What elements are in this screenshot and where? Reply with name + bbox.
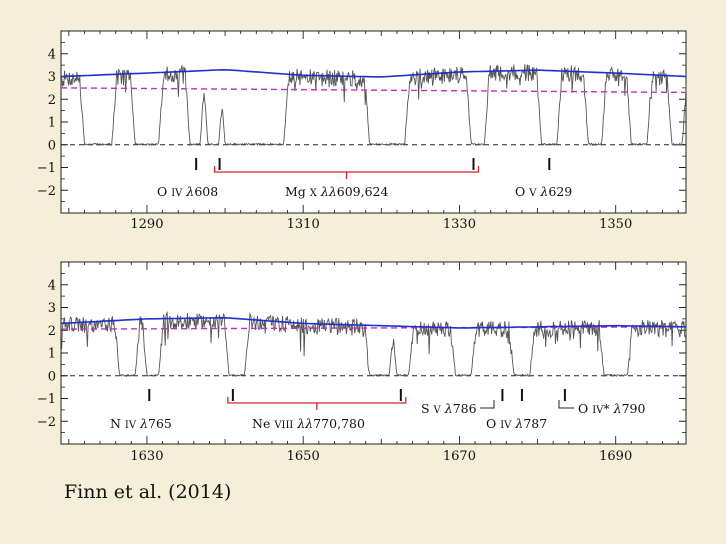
x-tick-label: 1650 [287, 449, 320, 464]
y-tick-label: 1 [48, 347, 56, 362]
label-n-iv-765: N IV λ765 [110, 416, 172, 431]
y-tick-label: −1 [37, 161, 56, 176]
annotations-bottom: N IV λ765 Ne VIII λλ770,780 S V λ786 O I… [110, 400, 645, 431]
x-tick-label: 1290 [130, 217, 163, 232]
figure-caption: Finn et al. (2014) [64, 481, 232, 503]
doublet-bracket [213, 166, 480, 179]
x-tick-label: 1630 [130, 449, 163, 464]
y-tick-label: −1 [37, 392, 56, 407]
y-tick-label: 3 [48, 301, 56, 316]
y-tick-label: −2 [37, 184, 56, 199]
label-mg-x-609-624: Mg X λλ609,624 [285, 184, 388, 199]
spectrum-panel-bottom: 4 3 2 1 0 −1 −2 1630 1650 1670 1690 N IV λ765 Ne V… [37, 261, 687, 464]
label-o-v-629: O V λ629 [515, 184, 572, 199]
label-o-iv-787: O IV λ787 [486, 416, 547, 431]
label-ne-viii-770-780: Ne VIII λλ770,780 [252, 416, 365, 431]
plot-frame-bottom [60, 261, 687, 445]
y-tick-label: 4 [48, 278, 56, 293]
x-tick-label: 1330 [443, 217, 476, 232]
leader-o-iv-star-790 [558, 400, 574, 409]
flux-series [60, 310, 687, 377]
y-tick-label: 2 [48, 324, 56, 339]
y-tick-label: 0 [48, 369, 56, 384]
plot-frame-top [60, 30, 687, 214]
label-o-iv-608: O IV λ608 [157, 184, 218, 199]
x-tick-label: 1670 [443, 449, 476, 464]
y-tick-label: 3 [48, 70, 56, 85]
label-o-iv-star-790: O IV* λ790 [578, 401, 645, 416]
guide-series [60, 87, 687, 94]
spectrum-panel-top: 4 3 2 1 0 −1 −2 1290 1310 1330 1350 O IV λ608 Mg X… [37, 30, 687, 232]
y-tick-label: 2 [48, 93, 56, 108]
continuum-series [60, 316, 686, 329]
doublet-bracket [227, 397, 407, 410]
label-s-v-786: S V λ786 [421, 401, 477, 416]
y-tick-label: −2 [37, 415, 56, 430]
continuum-series [60, 68, 687, 78]
y-tick-label: 0 [48, 138, 56, 153]
x-tick-label: 1350 [599, 217, 632, 232]
annotations-top: O IV λ608 Mg X λλ609,624 O V λ629 [157, 184, 572, 199]
guide-series [60, 326, 687, 330]
y-tick-label: 1 [48, 116, 56, 131]
leader-s-v-786 [480, 400, 495, 409]
x-tick-label: 1690 [599, 449, 632, 464]
y-tick-label: 4 [48, 47, 56, 62]
x-tick-label: 1310 [287, 217, 320, 232]
